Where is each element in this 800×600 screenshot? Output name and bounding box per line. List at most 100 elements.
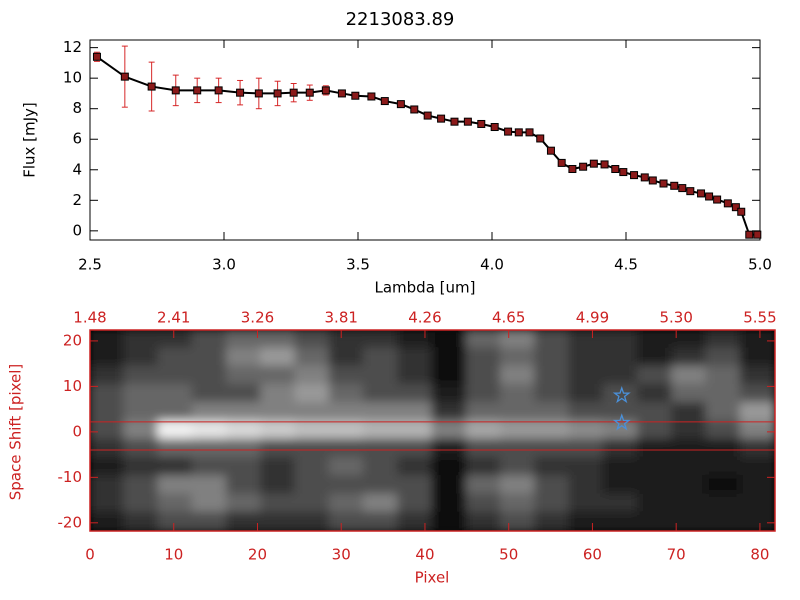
data-point: [477, 119, 486, 128]
image-cell: [397, 438, 434, 459]
image-cell: [602, 402, 639, 423]
image-cell: [534, 493, 571, 514]
image-cell: [465, 475, 502, 496]
image-cell: [260, 420, 297, 441]
data-point: [193, 86, 202, 95]
x-tick-label: 20: [248, 546, 267, 564]
image-cell: [739, 365, 775, 386]
data-point: [463, 117, 472, 126]
x2-tick-label: 5.30: [659, 309, 692, 327]
data-point: [305, 88, 314, 97]
image-cell: [397, 420, 434, 441]
image-cell: [465, 456, 502, 478]
image-cell: [705, 438, 742, 459]
image-cell: [397, 402, 434, 423]
x2-tick-label: 3.26: [241, 309, 274, 327]
image-cell: [637, 456, 674, 478]
image-cell: [363, 456, 400, 478]
image-cell: [157, 330, 194, 350]
image-cell: [637, 511, 674, 531]
image-cell: [602, 438, 639, 459]
data-point: [437, 114, 446, 123]
data-point: [568, 165, 577, 174]
image-cell: [397, 383, 434, 405]
image-cell: [705, 475, 742, 496]
image-cell: [157, 347, 194, 368]
image-cell: [431, 456, 468, 478]
image-cell: [328, 420, 365, 441]
data-point: [504, 127, 513, 136]
image-cell: [465, 330, 502, 350]
image-cell: [191, 365, 228, 386]
image-cell: [123, 438, 160, 459]
y-tick-label: 2: [72, 191, 82, 209]
image-cell: [123, 330, 160, 350]
image-cell: [739, 383, 775, 405]
image-cell: [602, 383, 639, 405]
image-cell: [602, 475, 639, 496]
image-cell: [534, 330, 571, 350]
x-axis-label: Pixel: [415, 569, 450, 587]
image-cell: [90, 493, 126, 514]
image-cell: [363, 402, 400, 423]
image-cell: [157, 402, 194, 423]
image-cell: [226, 330, 263, 350]
x2-tick-label: 4.65: [492, 309, 525, 327]
image-cell: [739, 330, 775, 350]
x-tick-label: 60: [583, 546, 602, 564]
image-cell: [671, 420, 708, 441]
image-cell: [294, 420, 331, 441]
image-cell: [465, 511, 502, 531]
image-cell: [431, 511, 468, 531]
data-point: [753, 230, 762, 239]
image-cell: [328, 438, 365, 459]
data-point: [697, 189, 706, 198]
image-cell: [431, 438, 468, 459]
y-tick-label: 20: [63, 331, 82, 349]
image-cell: [671, 383, 708, 405]
image-cell: [671, 438, 708, 459]
image-cell: [637, 347, 674, 368]
image-cell: [294, 330, 331, 350]
x2-tick-label: 4.99: [576, 309, 609, 327]
image-cell: [397, 493, 434, 514]
data-point: [410, 105, 419, 114]
image-cell: [328, 456, 365, 478]
y-tick-label: 0: [72, 422, 82, 440]
data-point: [351, 91, 360, 100]
x-tick-label: 80: [750, 546, 769, 564]
image-cell: [363, 330, 400, 350]
data-point: [600, 160, 609, 169]
image-cell: [90, 402, 126, 423]
image-cell: [671, 330, 708, 350]
data-point: [659, 179, 668, 188]
data-point: [380, 97, 389, 106]
image-cell: [739, 475, 775, 496]
y-tick-label: -20: [58, 513, 83, 531]
data-point: [254, 89, 263, 98]
image-cell: [500, 402, 537, 423]
image: [90, 330, 775, 531]
image-cell: [568, 347, 605, 368]
image-cell: [568, 493, 605, 514]
image-cell: [191, 493, 228, 514]
image-cell: [123, 347, 160, 368]
image-cell: [157, 365, 194, 386]
x2-tick-label: 3.81: [325, 309, 358, 327]
image-cell: [191, 475, 228, 496]
image-cell: [705, 402, 742, 423]
image-cell: [328, 493, 365, 514]
image-cell: [705, 493, 742, 514]
x-tick-label: 4.0: [480, 256, 504, 274]
image-cell: [431, 347, 468, 368]
image-cell: [363, 493, 400, 514]
image-cell: [363, 420, 400, 441]
image-cell: [602, 456, 639, 478]
data-point: [450, 117, 459, 126]
image-cell: [534, 511, 571, 531]
image-cell: [123, 420, 160, 441]
image-cell: [500, 347, 537, 368]
x-tick-label: 2.5: [78, 256, 102, 274]
image-cell: [534, 383, 571, 405]
